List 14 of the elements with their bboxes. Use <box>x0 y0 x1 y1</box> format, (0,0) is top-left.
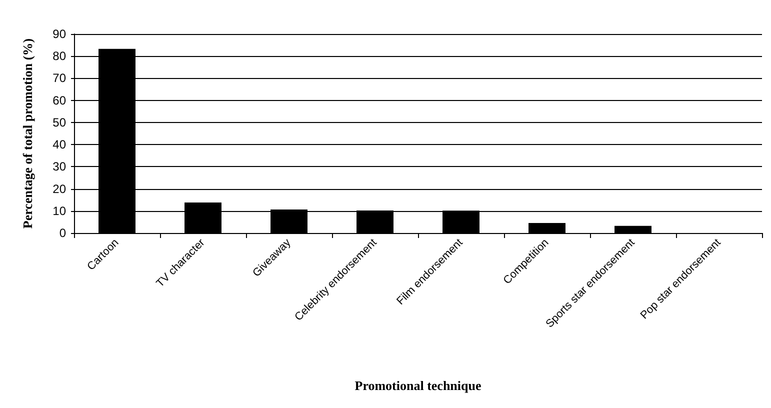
y-axis-title: Percentage of total promotion (%) <box>20 38 35 229</box>
bar <box>614 226 652 233</box>
y-tick-label: 80 <box>52 49 66 64</box>
y-tick-label: 0 <box>59 226 66 240</box>
y-tick-label: 10 <box>52 204 66 218</box>
y-tick-label: 90 <box>52 27 66 41</box>
y-tick-label: 20 <box>52 182 66 196</box>
y-tick-label: 70 <box>52 71 66 86</box>
y-tick-label: 30 <box>52 160 66 174</box>
y-tick-label: 60 <box>52 93 66 108</box>
y-tick-label: 50 <box>52 115 66 130</box>
y-tick-label: 40 <box>52 138 66 152</box>
x-axis-title: Promotional technique <box>354 378 482 393</box>
bar <box>528 223 566 233</box>
